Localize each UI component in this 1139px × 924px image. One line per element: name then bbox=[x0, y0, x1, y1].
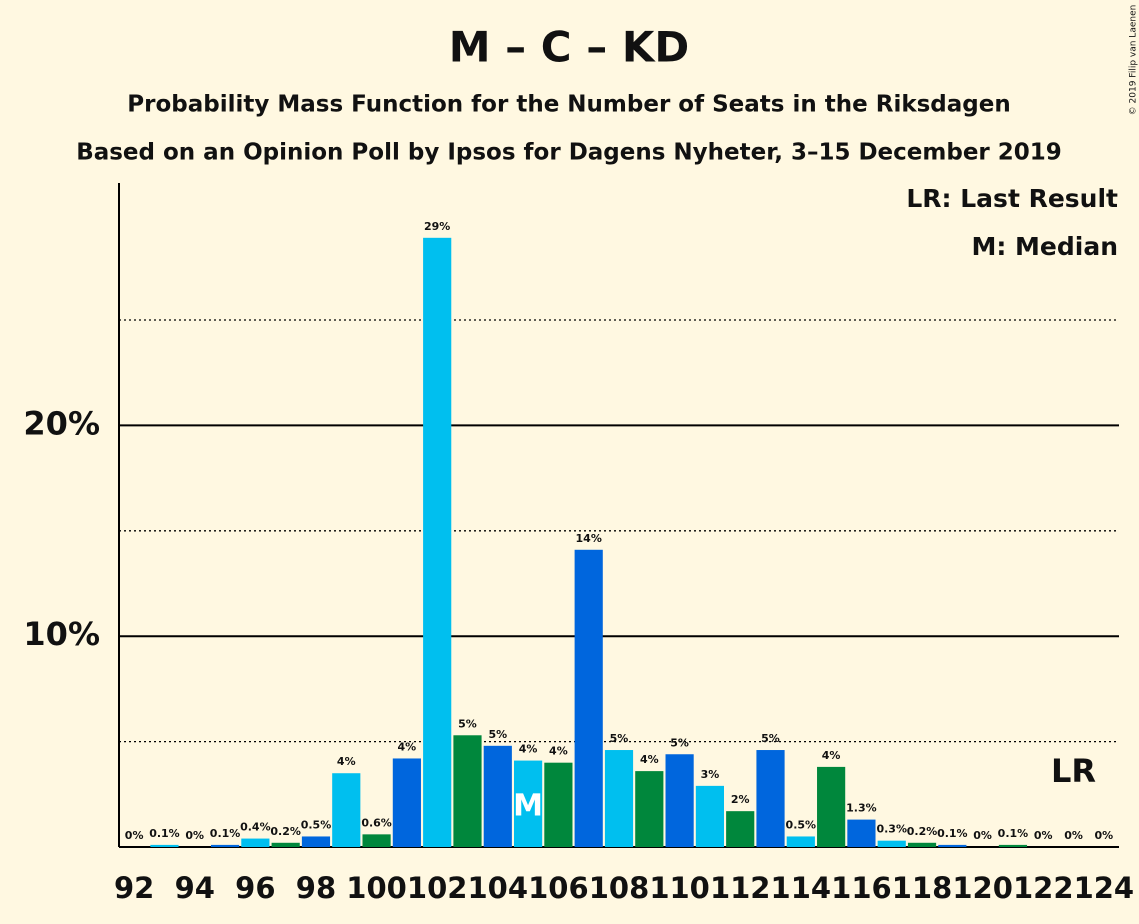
x-tick-label: 98 bbox=[296, 871, 336, 905]
value-label: 0% bbox=[1095, 829, 1114, 842]
value-label: 4% bbox=[337, 755, 356, 768]
bar bbox=[907, 842, 937, 847]
x-tick-label: 114 bbox=[771, 871, 832, 905]
bar bbox=[998, 844, 1028, 847]
legend-entry: M: Median bbox=[971, 232, 1118, 261]
value-label: 5% bbox=[670, 736, 689, 749]
x-tick-label: 106 bbox=[528, 871, 589, 905]
value-label: 0.1% bbox=[937, 827, 968, 840]
last-result-marker: LR bbox=[1051, 752, 1096, 790]
x-tick-label: 92 bbox=[114, 871, 154, 905]
value-label: 0.6% bbox=[361, 816, 392, 829]
bar bbox=[332, 773, 361, 847]
legend-entry: LR: Last Result bbox=[906, 184, 1118, 213]
bar bbox=[271, 842, 300, 847]
value-label: 2% bbox=[731, 793, 750, 806]
x-tick-label: 104 bbox=[468, 871, 529, 905]
chart-subtitle: Based on an Opinion Poll by Ipsos for Da… bbox=[76, 140, 1062, 166]
x-tick-label: 102 bbox=[407, 871, 468, 905]
value-label: 0% bbox=[1034, 829, 1053, 842]
x-tick-label: 112 bbox=[710, 871, 771, 905]
chart-subtitle: Probability Mass Function for the Number… bbox=[127, 92, 1010, 118]
value-label: 14% bbox=[576, 532, 602, 545]
value-label: 0.1% bbox=[149, 827, 180, 840]
bar bbox=[423, 237, 452, 848]
value-label: 4% bbox=[519, 743, 538, 756]
bar bbox=[938, 844, 967, 847]
bar bbox=[483, 745, 512, 847]
x-tick-label: 120 bbox=[952, 871, 1013, 905]
bar bbox=[150, 844, 179, 847]
bar bbox=[544, 762, 573, 847]
value-label: 5% bbox=[610, 732, 629, 745]
bar bbox=[847, 819, 876, 847]
copyright: © 2019 Filip van Laenen bbox=[1129, 5, 1139, 116]
bar bbox=[362, 834, 391, 847]
x-tick-label: 100 bbox=[346, 871, 407, 905]
x-tick-label: 94 bbox=[175, 871, 215, 905]
bar bbox=[635, 771, 664, 847]
bar bbox=[392, 758, 421, 847]
value-label: 3% bbox=[701, 768, 720, 781]
bar bbox=[604, 750, 634, 847]
value-label: 0.5% bbox=[301, 818, 332, 831]
value-label: 0% bbox=[125, 829, 144, 842]
value-label: 0.3% bbox=[876, 823, 907, 836]
value-label: 29% bbox=[424, 220, 450, 233]
bar bbox=[301, 836, 331, 847]
value-label: 5% bbox=[761, 732, 780, 745]
value-label: 4% bbox=[640, 753, 659, 766]
value-label: 4% bbox=[398, 740, 417, 753]
x-tick-label: 108 bbox=[589, 871, 650, 905]
value-label: 1.3% bbox=[846, 802, 877, 815]
x-tick-label: 118 bbox=[892, 871, 953, 905]
value-label: 0% bbox=[185, 829, 204, 842]
bar bbox=[786, 836, 815, 847]
value-label: 0% bbox=[973, 829, 992, 842]
value-label: 0% bbox=[1064, 829, 1083, 842]
value-label: 0.1% bbox=[998, 827, 1029, 840]
y-tick-label: 20% bbox=[23, 404, 100, 442]
x-tick-label: 96 bbox=[235, 871, 275, 905]
y-tick-label: 10% bbox=[23, 615, 100, 653]
bar bbox=[241, 838, 270, 847]
value-label: 4% bbox=[822, 749, 841, 762]
value-label: 0.4% bbox=[240, 821, 271, 834]
bar bbox=[665, 754, 694, 847]
chart-title: M – C – KD bbox=[449, 23, 690, 72]
x-tick-label: 116 bbox=[831, 871, 892, 905]
bar bbox=[210, 844, 240, 847]
bar bbox=[726, 811, 755, 847]
bar bbox=[574, 549, 603, 847]
median-marker: M bbox=[513, 789, 543, 824]
value-label: 0.1% bbox=[210, 827, 241, 840]
value-label: 5% bbox=[458, 717, 477, 730]
bar bbox=[514, 760, 543, 847]
x-tick-label: 110 bbox=[649, 871, 710, 905]
value-label: 0.5% bbox=[786, 818, 817, 831]
value-label: 5% bbox=[488, 728, 507, 741]
bar bbox=[453, 735, 482, 847]
bar bbox=[756, 750, 785, 847]
bar bbox=[695, 785, 724, 847]
x-tick-label: 124 bbox=[1074, 871, 1135, 905]
x-tick-label: 122 bbox=[1013, 871, 1074, 905]
value-label: 0.2% bbox=[270, 825, 301, 838]
bar bbox=[877, 840, 906, 847]
bar bbox=[817, 766, 846, 847]
value-label: 4% bbox=[549, 745, 568, 758]
value-label: 0.2% bbox=[907, 825, 938, 838]
